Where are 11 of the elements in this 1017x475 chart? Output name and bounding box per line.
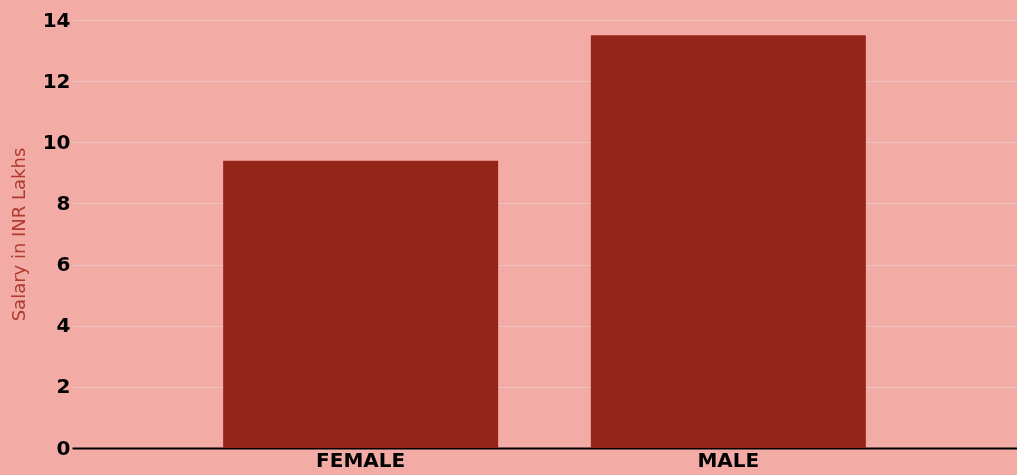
- y-tick-label: 6: [56, 252, 71, 277]
- y-tick-label: 14: [42, 7, 71, 32]
- y-tick-label: 8: [56, 190, 71, 215]
- y-tick-label: 12: [42, 68, 71, 93]
- y-tick-label: 10: [42, 129, 71, 154]
- y-tick-label: 0: [56, 435, 71, 460]
- y-axis-title: Salary in INR Lakhs: [7, 147, 29, 322]
- x-tick-label: MALE: [697, 447, 760, 472]
- y-tick-label: 2: [56, 374, 71, 399]
- x-tick-label: FEMALE: [316, 447, 406, 472]
- y-tick-label: 4: [56, 313, 71, 338]
